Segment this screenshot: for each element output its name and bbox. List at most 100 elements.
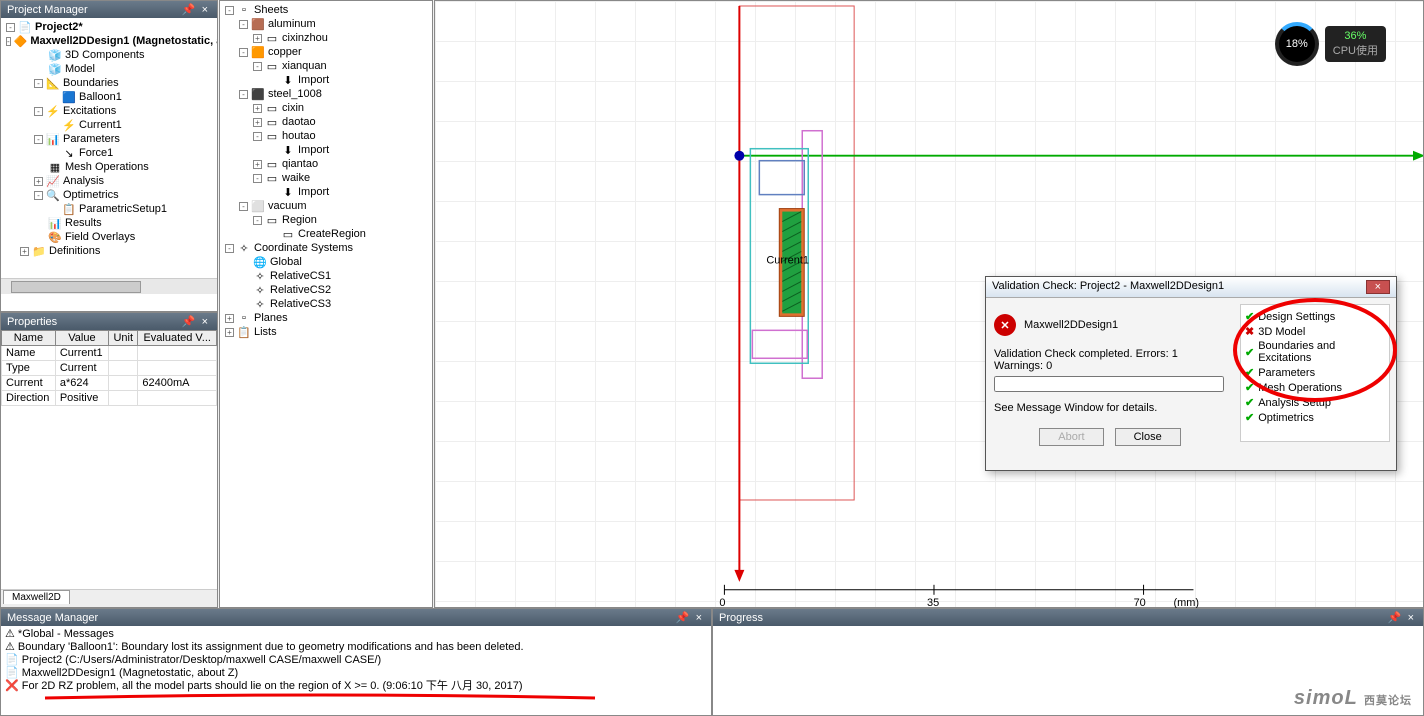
tree-icon: ▭ (265, 158, 279, 170)
validation-titlebar[interactable]: Validation Check: Project2 - Maxwell2DDe… (986, 277, 1396, 298)
tab-maxwell2d[interactable]: Maxwell2D (3, 590, 70, 604)
tree-item[interactable]: ▭CreateRegion (222, 227, 430, 241)
tree-item[interactable]: -✧Coordinate Systems (222, 241, 430, 255)
tree-item[interactable]: +📈Analysis (3, 174, 215, 188)
model-tree[interactable]: -▫Sheets-🟫aluminum+▭cixinzhou-🟧copper-▭x… (220, 1, 432, 341)
tree-item[interactable]: -⬛steel_1008 (222, 87, 430, 101)
pin-icon[interactable]: 📌 (673, 612, 693, 624)
tree-item[interactable]: -🟧copper (222, 45, 430, 59)
pin-icon[interactable]: 📌 (179, 316, 199, 328)
close-icon[interactable]: × (1405, 612, 1417, 624)
tree-item[interactable]: 📊Results (3, 216, 215, 230)
tree-icon: ⬇ (281, 74, 295, 86)
tree-icon: 🎨 (48, 231, 62, 243)
tree-item[interactable]: -🔶Maxwell2DDesign1 (Magnetostatic, abo (3, 34, 215, 48)
properties-title: Properties 📌× (1, 313, 217, 330)
tree-item[interactable]: +▭qiantao (222, 157, 430, 171)
tree-item[interactable]: +📁Definitions (3, 244, 215, 258)
pin-icon[interactable]: 📌 (179, 4, 199, 16)
message-line[interactable]: ⚠ *Global - Messages (5, 628, 707, 641)
tree-item[interactable]: -📄Project2* (3, 20, 215, 34)
tree-item[interactable]: ✧RelativeCS3 (222, 297, 430, 311)
tree-item[interactable]: ✧RelativeCS2 (222, 283, 430, 297)
tree-icon: ⬇ (281, 144, 295, 156)
tree-icon: 🔶 (14, 35, 28, 47)
tree-item[interactable]: -⬜vacuum (222, 199, 430, 213)
check-item: ✔Optimetrics (1245, 410, 1385, 425)
tree-icon: ▭ (265, 102, 279, 114)
tree-icon: 🟧 (251, 46, 265, 58)
tree-icon: ▫ (237, 312, 251, 324)
message-line[interactable]: 📄 Project2 (C:/Users/Administrator/Deskt… (5, 654, 707, 667)
tree-icon: ▭ (265, 130, 279, 142)
tree-icon: ▭ (265, 214, 279, 226)
horizontal-scrollbar[interactable] (1, 278, 217, 294)
tree-item[interactable]: ⬇Import (222, 143, 430, 157)
tree-item[interactable]: 📋ParametricSetup1 (3, 202, 215, 216)
tree-icon: 📋 (237, 326, 251, 338)
tree-item[interactable]: -🔍Optimetrics (3, 188, 215, 202)
tree-item[interactable]: ⚡Current1 (3, 118, 215, 132)
check-item: ✔Mesh Operations (1245, 380, 1385, 395)
tree-item[interactable]: +▫Planes (222, 311, 430, 325)
tree-item[interactable]: ✧RelativeCS1 (222, 269, 430, 283)
tree-item[interactable]: 🧊Model (3, 62, 215, 76)
close-icon[interactable]: × (199, 4, 211, 16)
tree-label: Global (270, 256, 302, 268)
project-tree[interactable]: -📄Project2*-🔶Maxwell2DDesign1 (Magnetost… (1, 18, 217, 278)
abort-button: Abort (1039, 428, 1103, 446)
message-line[interactable]: 📄 Maxwell2DDesign1 (Magnetostatic, about… (5, 667, 707, 680)
validation-input[interactable] (994, 376, 1224, 392)
tree-label: RelativeCS3 (270, 298, 331, 310)
tree-item[interactable]: ▦Mesh Operations (3, 160, 215, 174)
close-icon[interactable]: × (199, 316, 211, 328)
project-manager-title-text: Project Manager (7, 4, 88, 16)
tree-label: ParametricSetup1 (79, 203, 167, 215)
tree-label: RelativeCS1 (270, 270, 331, 282)
tree-label: Current1 (79, 119, 122, 131)
tree-label: Mesh Operations (65, 161, 149, 173)
check-error-icon: ✖ (1245, 325, 1254, 338)
tree-icon: ▭ (265, 60, 279, 72)
tree-item[interactable]: +▭daotao (222, 115, 430, 129)
close-button[interactable]: Close (1115, 428, 1181, 446)
tree-item[interactable]: -▭houtao (222, 129, 430, 143)
properties-title-text: Properties (7, 316, 57, 328)
tree-item[interactable]: ⬇Import (222, 185, 430, 199)
tree-icon: ⬜ (251, 200, 265, 212)
message-line[interactable]: ⚠ Boundary 'Balloon1': Boundary lost its… (5, 641, 707, 654)
tree-label: copper (268, 46, 302, 58)
tree-icon: ▭ (281, 228, 295, 240)
tree-item[interactable]: -▫Sheets (222, 3, 430, 17)
tree-item[interactable]: 🌐Global (222, 255, 430, 269)
message-list[interactable]: ⚠ *Global - Messages⚠ Boundary 'Balloon1… (1, 626, 711, 695)
tree-item[interactable]: ↘Force1 (3, 146, 215, 160)
tree-item[interactable]: -⚡Excitations (3, 104, 215, 118)
tree-label: cixin (282, 102, 304, 114)
tree-item[interactable]: +▭cixinzhou (222, 31, 430, 45)
check-ok-icon: ✔ (1245, 366, 1254, 379)
tree-label: 3D Components (65, 49, 145, 61)
tree-icon: ▭ (265, 116, 279, 128)
tree-item[interactable]: +▭cixin (222, 101, 430, 115)
tree-item[interactable]: -▭Region (222, 213, 430, 227)
tree-label: Optimetrics (63, 189, 119, 201)
message-line[interactable]: ❌ For 2D RZ problem, all the model parts… (5, 680, 707, 693)
tree-item[interactable]: 🧊3D Components (3, 48, 215, 62)
tree-item[interactable]: -🟫aluminum (222, 17, 430, 31)
tree-item[interactable]: -📊Parameters (3, 132, 215, 146)
tree-item[interactable]: -▭xianquan (222, 59, 430, 73)
properties-tabbar: Maxwell2D (1, 589, 217, 607)
properties-table[interactable]: NameValueUnitEvaluated V... NameCurrent1… (1, 330, 217, 406)
check-item: ✔Analysis Setup (1245, 395, 1385, 410)
close-icon[interactable]: × (693, 612, 705, 624)
pin-icon[interactable]: 📌 (1385, 612, 1405, 624)
close-button[interactable]: × (1366, 280, 1390, 294)
tree-label: Results (65, 217, 102, 229)
tree-item[interactable]: 🎨Field Overlays (3, 230, 215, 244)
tree-item[interactable]: ⬇Import (222, 73, 430, 87)
tree-item[interactable]: 🟦Balloon1 (3, 90, 215, 104)
tree-item[interactable]: -▭waike (222, 171, 430, 185)
tree-item[interactable]: -📐Boundaries (3, 76, 215, 90)
tree-item[interactable]: +📋Lists (222, 325, 430, 339)
